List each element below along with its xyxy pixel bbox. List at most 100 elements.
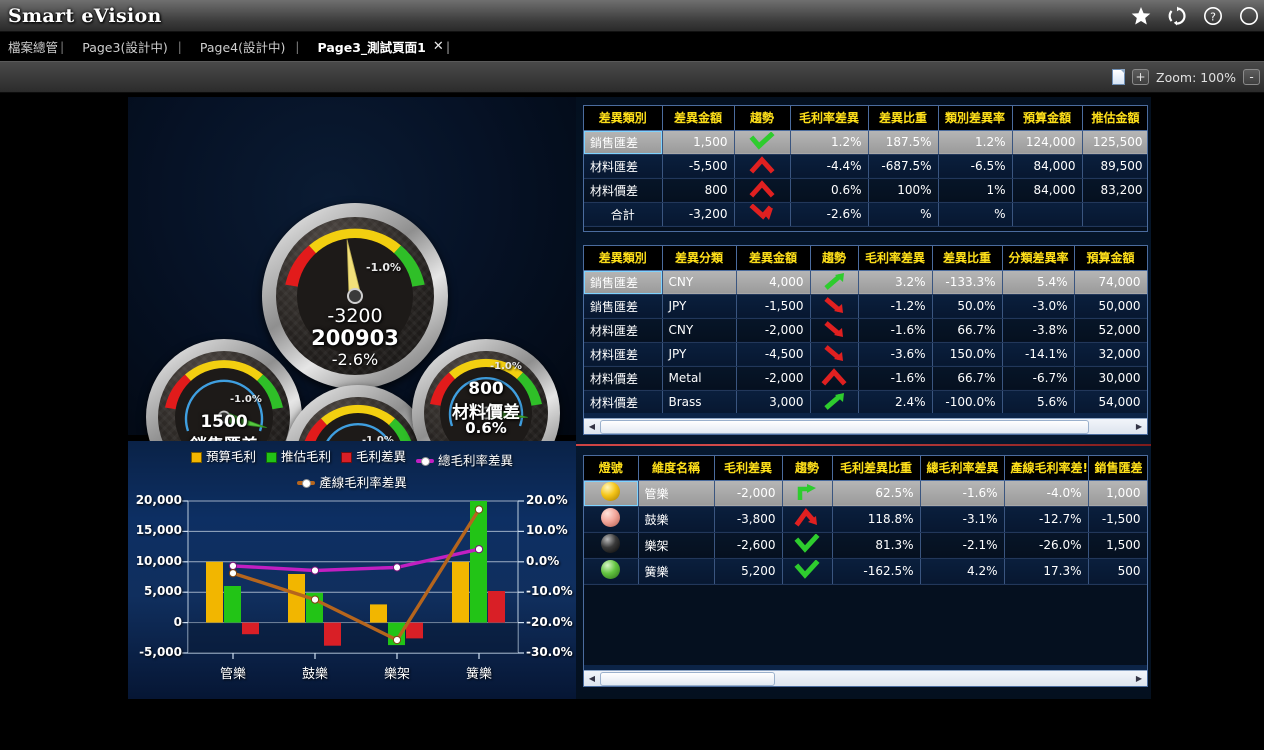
cell-total-margin: -2.1% — [920, 532, 1005, 559]
cell-budget — [1012, 202, 1083, 227]
table3-col-1[interactable]: 維度名稱 — [638, 456, 715, 481]
zoom-in-button[interactable]: + — [1132, 69, 1150, 85]
cell-margin-rate: -1.2% — [858, 294, 933, 319]
tab-page4-design[interactable]: Page4(設計中) | — [192, 32, 310, 61]
page-icon[interactable] — [1112, 69, 1126, 85]
table2-col-0[interactable]: 差異類別 — [584, 246, 663, 271]
table-row[interactable]: 銷售匯差 JPY -1,500 -1.2% 50.0% -3.0% 50,000 — [584, 294, 1147, 319]
table-row[interactable]: 樂架 -2,600 81.3% -2.1% -26.0% 1,500 — [584, 532, 1147, 559]
scroll-track[interactable] — [600, 419, 1131, 434]
table3-col-0[interactable]: 燈號 — [584, 456, 639, 481]
cell-amount: 1,500 — [662, 130, 735, 155]
cell-profit-weight: 62.5% — [832, 480, 921, 507]
table2-horizontal-scrollbar[interactable]: ◀ ▶ — [584, 418, 1147, 434]
legend-label: 毛利差異 — [356, 449, 407, 464]
scroll-right-arrow-icon[interactable]: ▶ — [1135, 422, 1143, 431]
cell-category-rate: % — [938, 202, 1013, 227]
table-row[interactable]: 材料價差 Metal -2,000 -1.6% 66.7% -6.7% 30,0… — [584, 366, 1147, 391]
trend-up-green-icon — [810, 390, 859, 415]
table-row[interactable]: 材料價差 Brass 3,000 2.4% -100.0% 5.6% 54,00… — [584, 390, 1147, 415]
table-row[interactable]: 銷售匯差 CNY 4,000 3.2% -133.3% 5.4% 74,000 — [584, 270, 1147, 295]
lamp-indicator-icon — [601, 560, 621, 579]
table2-col-5[interactable]: 差異比重 — [932, 246, 1003, 271]
cell-category: 材料匯差 — [584, 318, 663, 343]
table-row[interactable]: 材料匯差 JPY -4,500 -3.6% 150.0% -14.1% 32,0… — [584, 342, 1147, 367]
table3-col-4[interactable]: 毛利差異比重 — [832, 456, 921, 481]
legend-item-estimated-profit[interactable]: 推估毛利 — [265, 447, 331, 467]
table-row[interactable]: 合計 -3,200 -2.6% % % — [584, 202, 1147, 227]
cell-weight: -100.0% — [932, 390, 1003, 415]
cell-line-margin: -12.7% — [1004, 506, 1089, 533]
legend-item-line-margin-variance[interactable]: 產線毛利率差異 — [297, 473, 407, 493]
table1-col-6[interactable]: 預算金額 — [1012, 106, 1083, 131]
table2-col-6[interactable]: 分類差異率 — [1002, 246, 1075, 271]
dashboard-canvas: -1.0% -3200 200903 -2.6% -1.0% — [0, 93, 1264, 750]
table1-col-7[interactable]: 推估金額 — [1082, 106, 1147, 131]
scroll-thumb[interactable] — [600, 671, 776, 686]
yaxis-right-tick: 10.0% — [526, 523, 568, 537]
cell-weight: 50.0% — [932, 294, 1003, 319]
table2-col-4[interactable]: 毛利率差異 — [858, 246, 933, 271]
tab-close-icon[interactable]: ✕ — [432, 39, 444, 54]
gauge-target-pct: -1.0% — [362, 435, 394, 446]
tab-label: Page3(設計中) — [82, 40, 168, 55]
table3-col-5[interactable]: 總毛利率差異 — [920, 456, 1005, 481]
table2-col-1[interactable]: 差異分類 — [662, 246, 737, 271]
help-icon[interactable]: ? — [1202, 5, 1224, 27]
table-row[interactable]: 材料匯差 -5,500 -4.4% -687.5% -6.5% 84,000 8… — [584, 154, 1147, 179]
table1-col-4[interactable]: 差異比重 — [868, 106, 939, 131]
legend-swatch-icon — [190, 451, 202, 463]
refresh-icon[interactable] — [1166, 5, 1188, 27]
legend-item-budget-profit[interactable]: 預算毛利 — [190, 447, 256, 467]
table1-col-2[interactable]: 趨勢 — [734, 106, 791, 131]
table3-col-3[interactable]: 趨勢 — [782, 456, 833, 481]
scroll-right-arrow-icon[interactable]: ▶ — [1135, 674, 1143, 683]
table1-col-0[interactable]: 差異類別 — [584, 106, 663, 131]
table-row[interactable]: 鼓樂 -3,800 118.8% -3.1% -12.7% -1,500 — [584, 506, 1147, 533]
xaxis-category-label: 簧樂 — [465, 667, 492, 682]
legend-item-total-margin-variance[interactable]: 總毛利率差異 — [416, 451, 513, 471]
table1-col-3[interactable]: 毛利率差異 — [790, 106, 869, 131]
tab-page3-design[interactable]: Page3(設計中) | — [74, 32, 192, 61]
scroll-thumb[interactable] — [600, 419, 1089, 434]
tab-separator: | — [60, 39, 65, 54]
table3-col-2[interactable]: 毛利差異 — [714, 456, 783, 481]
cell-amount: 3,000 — [736, 390, 811, 415]
table-row[interactable]: 管樂 -2,000 62.5% -1.6% -4.0% 1,000 — [584, 480, 1147, 507]
tab-page3-test1[interactable]: Page3_測試頁面1 ✕ | — [310, 32, 461, 61]
table3-col-6[interactable]: 產線毛利率差! — [1004, 456, 1089, 481]
table1-col-5[interactable]: 類別差異率 — [938, 106, 1013, 131]
cell-margin-rate: 1.2% — [790, 130, 869, 155]
table2-col-2[interactable]: 差異金額 — [736, 246, 811, 271]
cell-profit-var: -2,000 — [714, 480, 783, 507]
table3-col-7[interactable]: 銷售匯差 — [1088, 456, 1147, 481]
cell-amount: 4,000 — [736, 270, 811, 295]
xaxis-category-label: 鼓樂 — [301, 667, 328, 682]
zoom-out-button[interactable]: - — [1243, 69, 1260, 85]
settings-icon[interactable] — [1238, 5, 1260, 27]
cell-weight: 150.0% — [932, 342, 1003, 367]
table2-col-3[interactable]: 趨勢 — [810, 246, 859, 271]
cell-category: 合計 — [584, 202, 663, 227]
scroll-track[interactable] — [600, 671, 1131, 686]
cell-amount: -5,500 — [662, 154, 735, 179]
table-row[interactable]: 材料價差 800 0.6% 100% 1% 84,000 83,200 — [584, 178, 1147, 203]
legend-item-profit-variance[interactable]: 毛利差異 — [341, 447, 406, 467]
cell-profit-var: 5,200 — [714, 558, 783, 585]
yaxis-right-tick: 0.0% — [526, 554, 560, 568]
table-row[interactable]: 材料匯差 CNY -2,000 -1.6% 66.7% -3.8% 52,000 — [584, 318, 1147, 343]
tab-file-explorer[interactable]: 檔案總管 | — [0, 32, 74, 61]
tab-bar: 檔案總管 | Page3(設計中) | Page4(設計中) | Page3_測… — [0, 32, 1264, 61]
table1-col-1[interactable]: 差異金額 — [662, 106, 735, 131]
trend-up-green-icon — [810, 270, 859, 295]
table2-col-7[interactable]: 預算金額 — [1074, 246, 1147, 271]
table-row[interactable]: 簧樂 5,200 -162.5% 4.2% 17.3% 500 — [584, 558, 1147, 585]
scroll-left-arrow-icon[interactable]: ◀ — [588, 422, 596, 431]
table-row[interactable]: 銷售匯差 1,500 1.2% 187.5% 1.2% 124,000 125,… — [584, 130, 1147, 155]
scroll-left-arrow-icon[interactable]: ◀ — [588, 674, 596, 683]
cell-weight: -133.3% — [932, 270, 1003, 295]
trend-down-red-icon — [810, 342, 859, 367]
favorite-star-icon[interactable] — [1130, 5, 1152, 27]
table3-horizontal-scrollbar[interactable]: ◀ ▶ — [584, 670, 1147, 686]
gauge-main[interactable]: -1.0% -3200 200903 -2.6% — [262, 203, 448, 389]
